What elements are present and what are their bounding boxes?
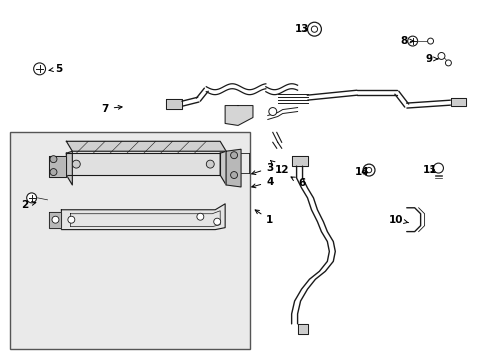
Circle shape	[50, 156, 57, 163]
Circle shape	[206, 160, 214, 168]
Circle shape	[52, 216, 59, 223]
Polygon shape	[450, 98, 466, 105]
Text: 12: 12	[270, 161, 288, 175]
Text: 1: 1	[255, 210, 273, 225]
Circle shape	[307, 22, 321, 36]
Circle shape	[366, 167, 371, 173]
Text: 10: 10	[388, 215, 408, 225]
Text: 8: 8	[399, 36, 413, 46]
Circle shape	[68, 216, 75, 223]
Text: 6: 6	[290, 177, 305, 188]
Polygon shape	[66, 153, 220, 175]
Circle shape	[72, 160, 80, 168]
Polygon shape	[291, 156, 307, 166]
Text: 5: 5	[49, 64, 62, 74]
Circle shape	[27, 193, 37, 203]
Circle shape	[311, 26, 317, 32]
FancyBboxPatch shape	[10, 132, 249, 349]
Polygon shape	[225, 149, 241, 187]
Polygon shape	[61, 204, 224, 230]
Circle shape	[197, 213, 203, 220]
Polygon shape	[165, 99, 182, 109]
Text: 11: 11	[423, 165, 437, 175]
Text: 9: 9	[424, 54, 437, 64]
Circle shape	[445, 60, 450, 66]
Circle shape	[362, 164, 374, 176]
Polygon shape	[224, 105, 252, 125]
Circle shape	[407, 36, 417, 46]
Text: 13: 13	[295, 24, 309, 34]
Polygon shape	[48, 212, 61, 228]
Polygon shape	[48, 156, 66, 177]
Polygon shape	[297, 324, 307, 334]
Polygon shape	[66, 151, 72, 185]
Circle shape	[268, 108, 276, 116]
Circle shape	[213, 218, 220, 225]
Text: 7: 7	[101, 104, 122, 113]
Polygon shape	[220, 151, 225, 185]
Circle shape	[50, 168, 57, 176]
Text: 3: 3	[251, 163, 273, 175]
Circle shape	[433, 163, 443, 173]
Polygon shape	[66, 141, 225, 151]
Text: 4: 4	[251, 177, 273, 188]
Circle shape	[437, 53, 444, 59]
Circle shape	[427, 38, 433, 44]
Circle shape	[34, 63, 45, 75]
Circle shape	[230, 172, 237, 179]
Text: 14: 14	[354, 167, 368, 177]
Text: 2: 2	[21, 200, 36, 210]
Circle shape	[230, 152, 237, 159]
